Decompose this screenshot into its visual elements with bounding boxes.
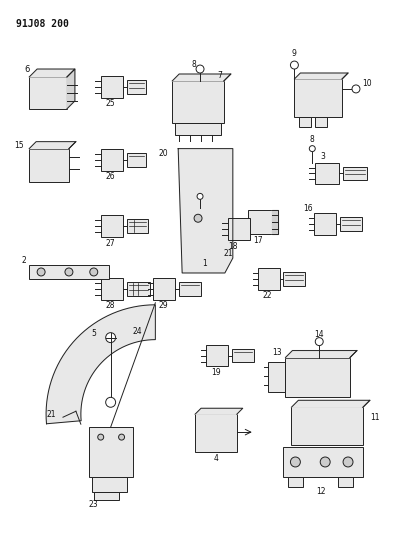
Circle shape (90, 268, 98, 276)
Bar (29, 265, 109, 279)
Circle shape (37, 268, 45, 276)
Bar (248, 211, 272, 234)
Text: 11: 11 (370, 413, 379, 422)
Bar (126, 152, 146, 166)
Bar (315, 163, 339, 184)
Bar (283, 447, 363, 477)
Circle shape (320, 457, 330, 467)
Circle shape (65, 268, 73, 276)
Text: 21: 21 (46, 410, 56, 419)
Bar (172, 81, 224, 123)
Bar (101, 215, 122, 237)
Bar (89, 427, 133, 477)
Bar (338, 477, 353, 487)
Text: 16: 16 (304, 204, 313, 213)
Text: 23: 23 (89, 500, 98, 509)
Polygon shape (195, 408, 243, 414)
Text: 8: 8 (192, 60, 197, 69)
Bar (101, 278, 122, 300)
Bar (315, 117, 327, 127)
Bar (228, 218, 250, 240)
Circle shape (290, 61, 298, 69)
Bar (267, 362, 286, 392)
Text: 29: 29 (159, 301, 168, 310)
Bar (195, 414, 237, 452)
Bar (258, 268, 279, 290)
Circle shape (106, 397, 116, 407)
Bar (153, 278, 175, 300)
Bar (126, 219, 148, 233)
Text: 28: 28 (106, 301, 115, 310)
Bar (295, 79, 342, 117)
Bar (126, 80, 146, 94)
Bar (126, 282, 150, 296)
Circle shape (106, 333, 116, 343)
Polygon shape (295, 73, 348, 79)
Text: 91J08 200: 91J08 200 (16, 19, 69, 29)
Polygon shape (29, 69, 75, 77)
Bar (286, 358, 350, 397)
Circle shape (196, 65, 204, 73)
Bar (291, 407, 363, 445)
Text: 9: 9 (292, 49, 297, 58)
Text: 13: 13 (273, 348, 282, 357)
Circle shape (343, 457, 353, 467)
Text: 17: 17 (253, 236, 262, 245)
Bar (29, 77, 67, 109)
Text: 15: 15 (14, 141, 24, 150)
Bar (179, 282, 201, 296)
Text: 14: 14 (314, 330, 324, 339)
Text: 21: 21 (223, 248, 233, 257)
Text: 18: 18 (228, 241, 238, 251)
Text: 4: 4 (213, 455, 218, 464)
Polygon shape (46, 305, 155, 424)
Circle shape (194, 214, 202, 222)
Polygon shape (178, 149, 233, 273)
Bar (314, 213, 336, 235)
Bar (101, 149, 122, 171)
Text: 26: 26 (106, 172, 115, 181)
Polygon shape (286, 351, 357, 358)
Circle shape (290, 457, 300, 467)
Bar (343, 166, 367, 181)
Bar (94, 492, 119, 500)
Bar (101, 76, 122, 98)
Polygon shape (67, 69, 75, 109)
Bar (340, 217, 362, 231)
Text: 19: 19 (211, 368, 221, 377)
Circle shape (197, 193, 203, 199)
Bar (206, 345, 228, 367)
Text: 27: 27 (106, 239, 115, 248)
Bar (92, 477, 126, 492)
Text: 25: 25 (106, 99, 115, 108)
Bar (29, 149, 69, 182)
Text: 3: 3 (321, 152, 325, 161)
Text: 2: 2 (22, 255, 27, 264)
Text: 22: 22 (263, 292, 272, 301)
Polygon shape (172, 74, 231, 81)
Text: 12: 12 (316, 487, 326, 496)
Polygon shape (272, 211, 278, 234)
Bar (288, 477, 303, 487)
Polygon shape (291, 400, 370, 407)
Bar (300, 117, 311, 127)
Bar (232, 349, 254, 362)
Text: 5: 5 (91, 329, 96, 338)
Text: 1: 1 (203, 259, 207, 268)
Polygon shape (29, 142, 76, 149)
Text: 24: 24 (133, 327, 142, 336)
Bar (283, 272, 305, 286)
Circle shape (98, 434, 104, 440)
Text: 8: 8 (310, 135, 315, 144)
Bar (175, 123, 221, 135)
Circle shape (119, 434, 124, 440)
Text: 6: 6 (24, 65, 30, 74)
Circle shape (352, 85, 360, 93)
Text: 20: 20 (159, 149, 168, 158)
Circle shape (309, 146, 315, 151)
Text: 7: 7 (218, 71, 222, 80)
Circle shape (315, 337, 323, 345)
Text: 10: 10 (362, 79, 372, 88)
